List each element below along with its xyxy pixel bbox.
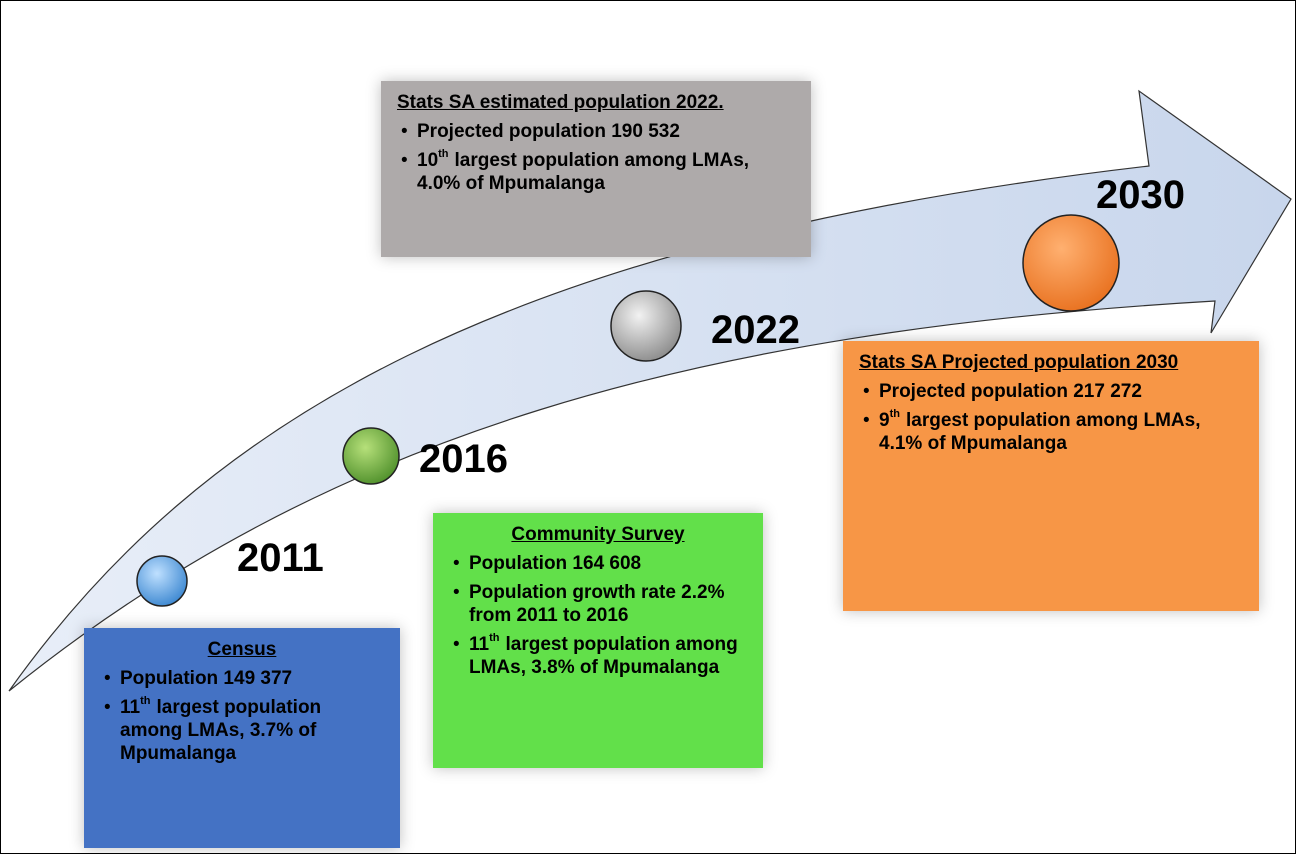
box-title: Stats SA estimated population 2022. xyxy=(397,92,724,113)
rank-suffix: th xyxy=(489,632,500,644)
year-label: 2022 xyxy=(711,308,800,352)
info-box: Stats SA estimated population 2022. Proje… xyxy=(381,81,811,257)
bullet-text: largest population among LMAs, 4.1% of M… xyxy=(879,410,1201,454)
milestone-dot xyxy=(136,555,188,607)
info-box: Stats SA Projected population 2030 Projec… xyxy=(843,341,1259,611)
year-label: 2016 xyxy=(419,437,508,481)
bullet-list: Population 164 608 Population growth rate… xyxy=(449,552,747,679)
year-label: 2011 xyxy=(237,536,324,580)
bullet: Population 164 608 xyxy=(449,552,747,575)
bullet: Projected population 217 272 xyxy=(859,380,1243,403)
rank-suffix: th xyxy=(889,408,900,420)
rank-suffix: th xyxy=(140,695,151,707)
rank-number: 11 xyxy=(120,697,141,718)
year-label: 2030 xyxy=(1096,173,1185,217)
bullet: Projected population 190 532 xyxy=(397,120,795,143)
rank-suffix: th xyxy=(438,148,449,160)
rank-number: 11 xyxy=(469,634,490,655)
bullet: Population growth rate 2.2% from 2011 to… xyxy=(449,581,747,627)
rank-number: 9 xyxy=(879,410,890,431)
bullet: Population 149 377 xyxy=(100,667,384,690)
milestone-dot xyxy=(342,427,400,485)
bullet-text: largest population among LMAs, 4.0% of M… xyxy=(417,150,750,194)
rank-number: 10 xyxy=(417,150,439,171)
box-title: Stats SA Projected population 2030 xyxy=(859,352,1179,373)
box-title: Community Survey xyxy=(511,524,685,545)
box-title: Census xyxy=(207,639,277,660)
bullet-list: Projected population 190 532 10thlargest … xyxy=(397,120,795,195)
milestone-dot xyxy=(1022,214,1120,312)
bullet-text: largest population among LMAs, 3.8% of M… xyxy=(469,634,738,678)
bullet-text: largest population among LMAs, 3.7% of M… xyxy=(120,697,322,764)
info-box: Community SurveyPopulation 164 608Popula… xyxy=(433,513,763,768)
milestone-dot xyxy=(610,290,682,362)
